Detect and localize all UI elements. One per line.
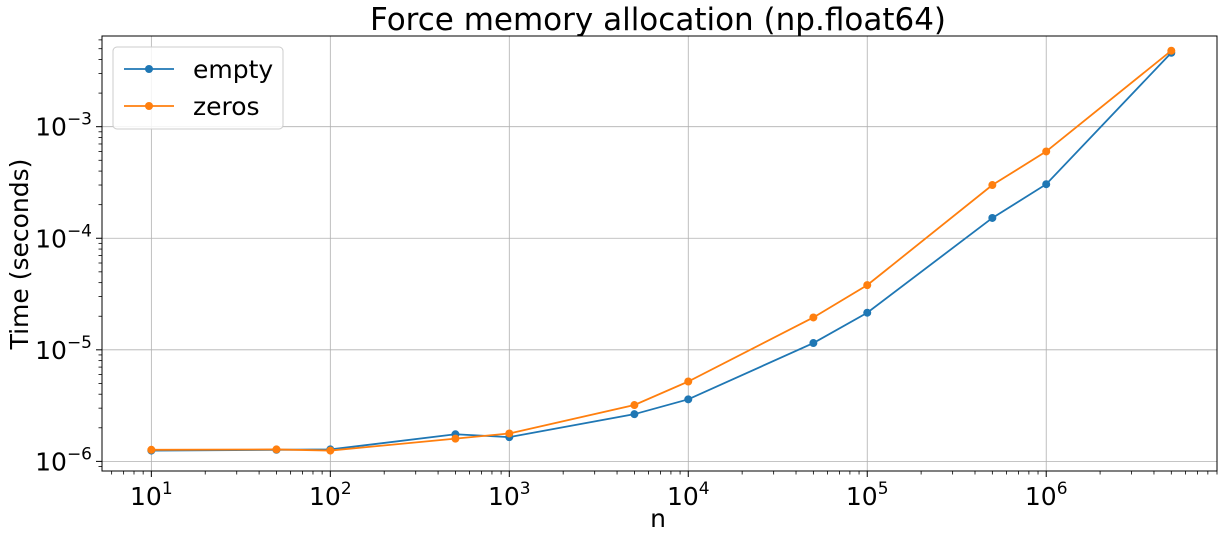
data-point-empty (684, 395, 693, 404)
plot-frame (101, 35, 1218, 472)
y-tick-label: 10−6 (35, 444, 92, 476)
y-tick-label: 10−4 (35, 221, 92, 253)
y-axis-ticks: 10−6 10−5 10−4 10−3 (35, 110, 102, 476)
x-tick-label: 103 (488, 479, 531, 511)
data-point-zeros (451, 434, 460, 443)
legend-marker-empty (145, 65, 153, 73)
data-point-zeros (863, 281, 872, 290)
legend-label-zeros: zeros (193, 92, 260, 121)
data-point-zeros (630, 401, 639, 410)
data-point-empty (630, 410, 639, 419)
data-point-zeros (1167, 46, 1176, 55)
x-axis-label: n (650, 504, 666, 533)
x-tick-label: 104 (667, 479, 710, 511)
x-tick-label: 102 (309, 479, 352, 511)
data-point-zeros (1042, 147, 1051, 156)
legend-entry-empty: empty (124, 55, 273, 84)
series-line-zeros (151, 49, 1172, 452)
x-axis-ticks: 101 102 103 104 105 106 (130, 471, 1068, 511)
series-line-empty (151, 52, 1172, 452)
x-tick-label: 101 (130, 479, 173, 511)
data-point-zeros (272, 445, 281, 454)
data-point-empty (863, 308, 872, 317)
legend-entry-zeros: zeros (124, 92, 260, 121)
legend-label-empty: empty (193, 55, 273, 84)
chart-title: Force memory allocation (np.float64) (370, 2, 946, 38)
legend-marker-zeros (145, 102, 153, 110)
data-point-empty (988, 213, 997, 222)
data-series (147, 46, 1176, 455)
x-tick-label: 105 (846, 479, 889, 511)
data-point-empty (1042, 180, 1051, 189)
grid-lines (102, 36, 1217, 471)
x-tick-label: 106 (1025, 479, 1068, 511)
data-point-zeros (809, 313, 818, 322)
legend: empty zeros (112, 46, 284, 130)
data-point-zeros (684, 377, 693, 386)
minor-ticks (98, 39, 1218, 475)
data-point-zeros (326, 446, 335, 455)
data-point-zeros (505, 429, 514, 438)
data-point-empty (809, 339, 818, 348)
data-point-zeros (147, 445, 156, 454)
data-point-zeros (988, 181, 997, 190)
y-axis-label: Time (seconds) (5, 159, 34, 351)
y-tick-label: 10−5 (35, 333, 92, 365)
legend-box (112, 46, 284, 130)
y-tick-label: 10−3 (35, 110, 92, 142)
